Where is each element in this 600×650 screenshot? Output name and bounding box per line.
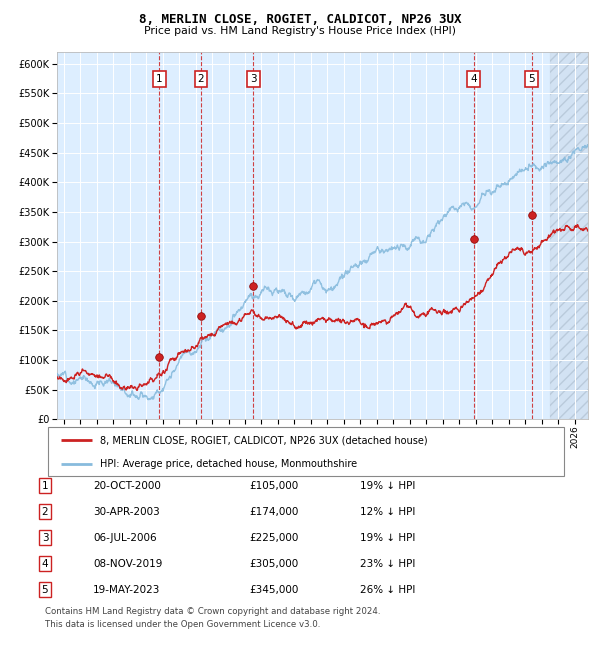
Text: 8, MERLIN CLOSE, ROGIET, CALDICOT, NP26 3UX: 8, MERLIN CLOSE, ROGIET, CALDICOT, NP26 … [139, 13, 461, 26]
Text: 4: 4 [470, 73, 477, 84]
Text: £225,000: £225,000 [249, 532, 298, 543]
Text: Price paid vs. HM Land Registry's House Price Index (HPI): Price paid vs. HM Land Registry's House … [144, 26, 456, 36]
Text: 26% ↓ HPI: 26% ↓ HPI [360, 584, 415, 595]
Text: Contains HM Land Registry data © Crown copyright and database right 2024.: Contains HM Land Registry data © Crown c… [45, 607, 380, 616]
Text: £305,000: £305,000 [249, 558, 298, 569]
Bar [550, 52, 588, 419]
Text: This data is licensed under the Open Government Licence v3.0.: This data is licensed under the Open Gov… [45, 620, 320, 629]
Text: 23% ↓ HPI: 23% ↓ HPI [360, 558, 415, 569]
Text: 1: 1 [41, 480, 49, 491]
Text: 5: 5 [41, 584, 49, 595]
Text: 19% ↓ HPI: 19% ↓ HPI [360, 532, 415, 543]
Text: 8, MERLIN CLOSE, ROGIET, CALDICOT, NP26 3UX (detached house): 8, MERLIN CLOSE, ROGIET, CALDICOT, NP26 … [100, 436, 427, 445]
Text: £105,000: £105,000 [249, 480, 298, 491]
Text: £174,000: £174,000 [249, 506, 298, 517]
Text: HPI: Average price, detached house, Monmouthshire: HPI: Average price, detached house, Monm… [100, 459, 357, 469]
Text: 2: 2 [197, 73, 204, 84]
Text: 2: 2 [41, 506, 49, 517]
Text: 3: 3 [41, 532, 49, 543]
Text: 12% ↓ HPI: 12% ↓ HPI [360, 506, 415, 517]
Text: £345,000: £345,000 [249, 584, 298, 595]
Text: 20-OCT-2000: 20-OCT-2000 [93, 480, 161, 491]
Text: 30-APR-2003: 30-APR-2003 [93, 506, 160, 517]
FancyBboxPatch shape [48, 427, 564, 476]
Text: 5: 5 [528, 73, 535, 84]
Text: 08-NOV-2019: 08-NOV-2019 [93, 558, 163, 569]
Text: 1: 1 [156, 73, 163, 84]
Text: 4: 4 [41, 558, 49, 569]
Bar [550, 52, 588, 419]
Text: 06-JUL-2006: 06-JUL-2006 [93, 532, 157, 543]
Text: 3: 3 [250, 73, 257, 84]
Text: 19% ↓ HPI: 19% ↓ HPI [360, 480, 415, 491]
Text: 19-MAY-2023: 19-MAY-2023 [93, 584, 160, 595]
